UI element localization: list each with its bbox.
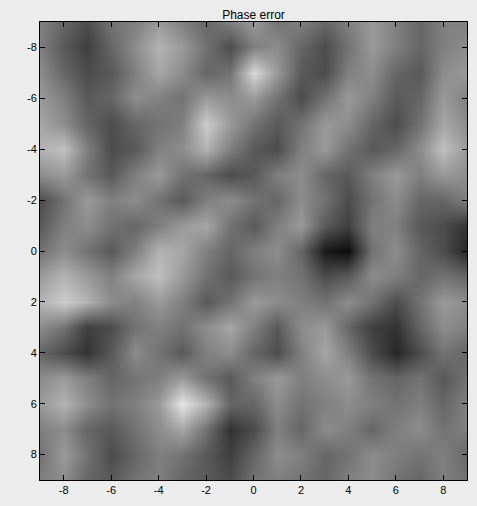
svg-text:8: 8	[440, 484, 446, 496]
svg-text:6: 6	[393, 484, 399, 496]
svg-text:-2: -2	[201, 484, 211, 496]
svg-text:-6: -6	[106, 484, 116, 496]
svg-text:0: 0	[31, 245, 37, 257]
svg-text:-2: -2	[27, 194, 37, 206]
svg-text:4: 4	[345, 484, 351, 496]
svg-text:2: 2	[298, 484, 304, 496]
svg-text:Phase error: Phase error	[222, 8, 285, 22]
svg-text:-8: -8	[59, 484, 69, 496]
svg-text:6: 6	[31, 398, 37, 410]
svg-text:-4: -4	[154, 484, 164, 496]
svg-text:8: 8	[31, 448, 37, 460]
svg-text:4: 4	[31, 347, 37, 359]
svg-text:2: 2	[31, 296, 37, 308]
svg-text:-8: -8	[27, 41, 37, 53]
svg-text:-4: -4	[27, 143, 37, 155]
svg-text:-6: -6	[27, 92, 37, 104]
svg-text:0: 0	[250, 484, 256, 496]
